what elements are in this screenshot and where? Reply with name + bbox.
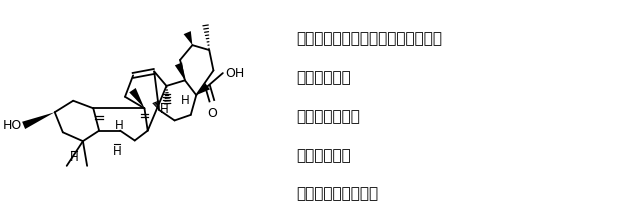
Text: HO: HO	[3, 119, 22, 132]
Text: H: H	[160, 103, 168, 116]
Polygon shape	[175, 62, 185, 80]
Text: ・抗動脈硬化: ・抗動脈硬化	[296, 149, 351, 164]
Text: OH: OH	[225, 67, 244, 80]
Polygon shape	[184, 31, 192, 45]
Polygon shape	[22, 112, 54, 129]
Text: ・筋肉増強効果: ・筋肉増強効果	[296, 109, 360, 124]
Text: H: H	[70, 151, 78, 164]
Text: H: H	[115, 119, 124, 132]
Text: ・脇質異常症の改善: ・脇質異常症の改善	[296, 186, 379, 201]
Text: ・抗酸化効果: ・抗酸化効果	[296, 70, 351, 85]
Text: ・抗メタボリックシンドローム効果: ・抗メタボリックシンドローム効果	[296, 31, 442, 46]
Text: H: H	[113, 145, 122, 158]
Text: O: O	[207, 107, 216, 120]
Text: H: H	[180, 94, 189, 107]
Polygon shape	[129, 88, 144, 108]
Polygon shape	[196, 83, 210, 95]
